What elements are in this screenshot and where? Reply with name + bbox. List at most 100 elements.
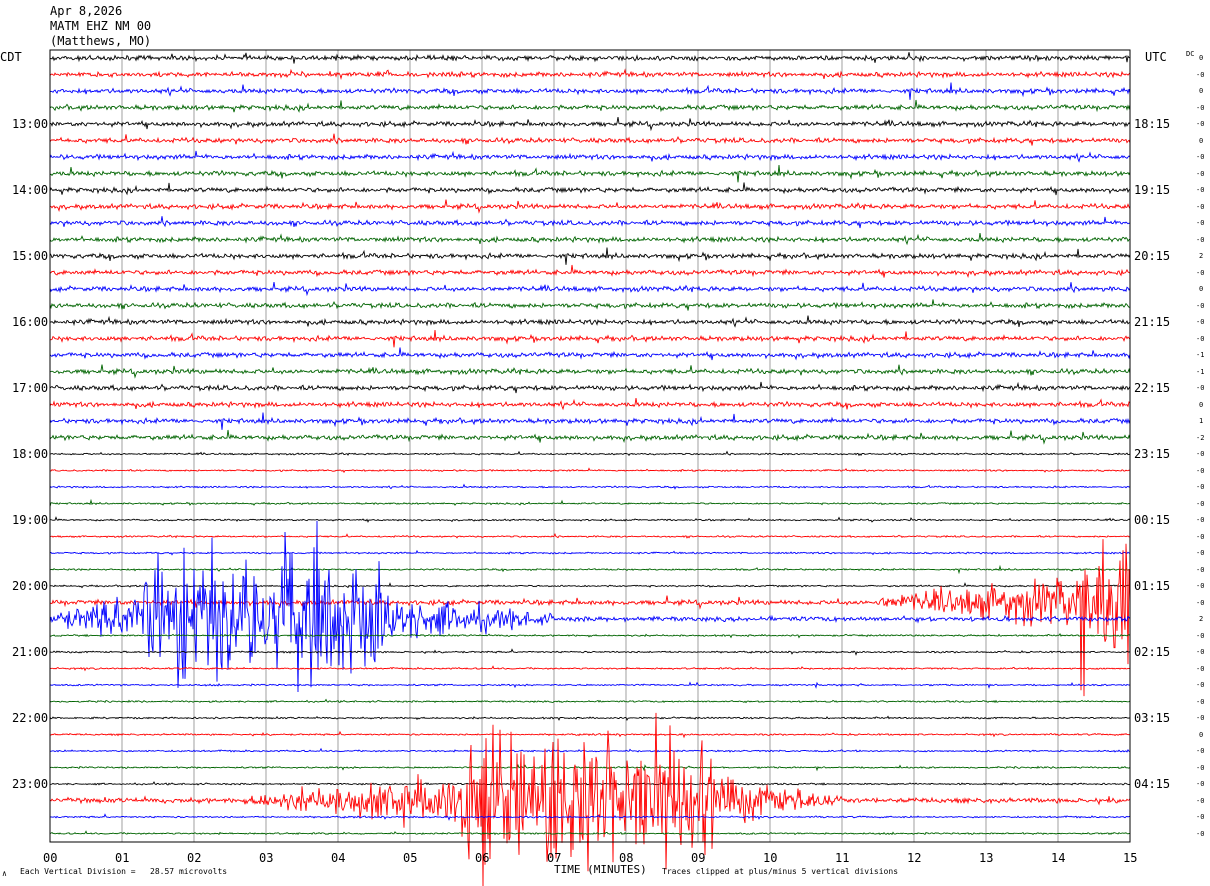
trace-44 bbox=[49, 781, 1131, 786]
utc-label: 19:15 bbox=[1134, 183, 1171, 197]
trace-0 bbox=[49, 52, 1131, 64]
cdt-label: 13:00 bbox=[12, 117, 49, 131]
trace-32 bbox=[49, 582, 1131, 589]
trace-11 bbox=[49, 233, 1131, 246]
dc-offset: -0 bbox=[1196, 532, 1205, 541]
trace-17 bbox=[49, 329, 1131, 348]
dc-offset: -0 bbox=[1196, 202, 1205, 211]
x-tick-label: 03 bbox=[259, 851, 274, 865]
dc-offset: 0 bbox=[1199, 87, 1204, 95]
dc-offset: -0 bbox=[1196, 549, 1205, 557]
utc-label: 03:15 bbox=[1134, 711, 1171, 725]
trace-13 bbox=[49, 264, 1131, 279]
trace-6 bbox=[49, 150, 1131, 163]
trace-21 bbox=[49, 398, 1131, 411]
trace-37 bbox=[49, 665, 1131, 672]
trace-18 bbox=[49, 347, 1131, 361]
cdt-axis-label: CDT bbox=[0, 50, 22, 64]
date-label: Apr 8,2026 bbox=[50, 4, 123, 18]
trace-28 bbox=[50, 516, 1131, 523]
dc-offset: 0 bbox=[1199, 54, 1204, 62]
trace-2 bbox=[49, 82, 1131, 100]
dc-offset: -0 bbox=[1196, 829, 1205, 838]
utc-label: 04:15 bbox=[1134, 777, 1171, 791]
x-tick-label: 15 bbox=[1123, 851, 1138, 865]
utc-label: 20:15 bbox=[1134, 249, 1171, 263]
dc-offset: -0 bbox=[1196, 780, 1205, 788]
trace-45 bbox=[49, 712, 1131, 886]
x-tick-label: 09 bbox=[691, 851, 706, 865]
dc-offset: 0 bbox=[1199, 730, 1204, 739]
x-tick-label: 14 bbox=[1051, 851, 1066, 865]
trace-42 bbox=[49, 747, 1131, 753]
dc-offset: 2 bbox=[1199, 615, 1204, 623]
utc-axis-label: UTC bbox=[1145, 50, 1167, 64]
cdt-label: 15:00 bbox=[12, 249, 49, 263]
trace-34 bbox=[49, 520, 1131, 693]
x-tick-label: 07 bbox=[547, 851, 562, 865]
trace-7 bbox=[49, 164, 1131, 183]
trace-14 bbox=[49, 282, 1131, 297]
dc-offset: -0 bbox=[1196, 796, 1205, 805]
scale-note: Each Vertical Division = 28.57 microvolt… bbox=[20, 867, 228, 876]
cdt-label: 21:00 bbox=[12, 645, 49, 659]
x-tick-label: 02 bbox=[187, 851, 202, 865]
x-tick-label: 05 bbox=[403, 851, 418, 865]
dc-offset: 0 bbox=[1199, 285, 1204, 293]
dc-offset: -0 bbox=[1196, 813, 1205, 821]
dc-offset: -1 bbox=[1196, 351, 1205, 359]
trace-5 bbox=[49, 133, 1131, 146]
x-tick-label: 10 bbox=[763, 851, 778, 865]
dc-offset: -0 bbox=[1196, 268, 1205, 277]
trace-24 bbox=[50, 450, 1131, 457]
dc-offset: -0 bbox=[1196, 763, 1205, 772]
trace-39 bbox=[49, 698, 1131, 704]
dc-offset: -0 bbox=[1196, 301, 1205, 310]
plot-border bbox=[49, 49, 1131, 843]
trace-25 bbox=[49, 467, 1131, 474]
trace-29 bbox=[49, 532, 1131, 539]
dc-offset: -0 bbox=[1196, 714, 1205, 722]
dc-offset: -0 bbox=[1196, 120, 1205, 128]
x-tick-label: 01 bbox=[115, 851, 130, 865]
cdt-label: 19:00 bbox=[12, 513, 49, 527]
trace-38 bbox=[49, 681, 1130, 689]
dc-offset: -0 bbox=[1196, 186, 1205, 194]
seismic-traces bbox=[49, 52, 1131, 886]
utc-label: 21:15 bbox=[1134, 315, 1171, 329]
dc-offset: -0 bbox=[1196, 466, 1205, 475]
dc-offset: -0 bbox=[1196, 219, 1205, 227]
dc-offset: -0 bbox=[1196, 582, 1205, 590]
trace-12 bbox=[49, 247, 1131, 265]
dc-offset: -0 bbox=[1196, 235, 1205, 244]
dc-offset: -0 bbox=[1196, 318, 1205, 326]
dc-offset: 2 bbox=[1199, 252, 1204, 260]
trace-16 bbox=[49, 315, 1131, 328]
cdt-label: 14:00 bbox=[12, 183, 49, 197]
dc-offset: -2 bbox=[1196, 433, 1205, 442]
trace-46 bbox=[49, 813, 1130, 821]
dc-offset: -1 bbox=[1196, 367, 1205, 376]
trace-40 bbox=[49, 715, 1131, 722]
cdt-label: 22:00 bbox=[12, 711, 49, 725]
dc-offset: -0 bbox=[1196, 664, 1205, 673]
minute-gridlines bbox=[49, 50, 1131, 842]
trace-26 bbox=[49, 483, 1131, 490]
location-label: (Matthews, MO) bbox=[50, 34, 152, 48]
dc-offset: -0 bbox=[1196, 565, 1205, 574]
x-tick-label: 06 bbox=[475, 851, 490, 865]
station-label: MATM EHZ NM 00 bbox=[50, 19, 152, 33]
dc-offset: -0 bbox=[1196, 598, 1205, 607]
dc-offset: -0 bbox=[1196, 153, 1205, 161]
cdt-label: 16:00 bbox=[12, 315, 49, 329]
dc-offset: -0 bbox=[1196, 681, 1205, 689]
cdt-label: 17:00 bbox=[12, 381, 49, 395]
dc-offset: 0 bbox=[1199, 400, 1204, 409]
utc-label: 22:15 bbox=[1134, 381, 1171, 395]
cdt-label: 20:00 bbox=[12, 579, 49, 593]
x-tick-label: 04 bbox=[331, 851, 346, 865]
utc-label: 02:15 bbox=[1134, 645, 1171, 659]
dc-offset: -0 bbox=[1196, 483, 1205, 491]
trace-15 bbox=[49, 299, 1131, 311]
